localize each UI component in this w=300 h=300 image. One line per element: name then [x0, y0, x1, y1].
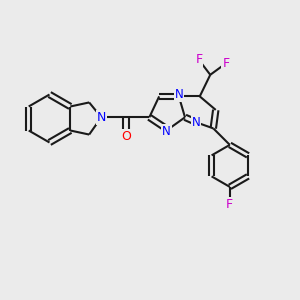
Text: O: O [121, 130, 131, 143]
Text: F: F [222, 57, 230, 70]
Text: N: N [192, 116, 200, 129]
Text: N: N [175, 88, 183, 101]
Text: N: N [162, 124, 171, 138]
Text: N: N [97, 111, 106, 124]
Text: F: F [226, 198, 233, 211]
Text: F: F [195, 53, 203, 66]
